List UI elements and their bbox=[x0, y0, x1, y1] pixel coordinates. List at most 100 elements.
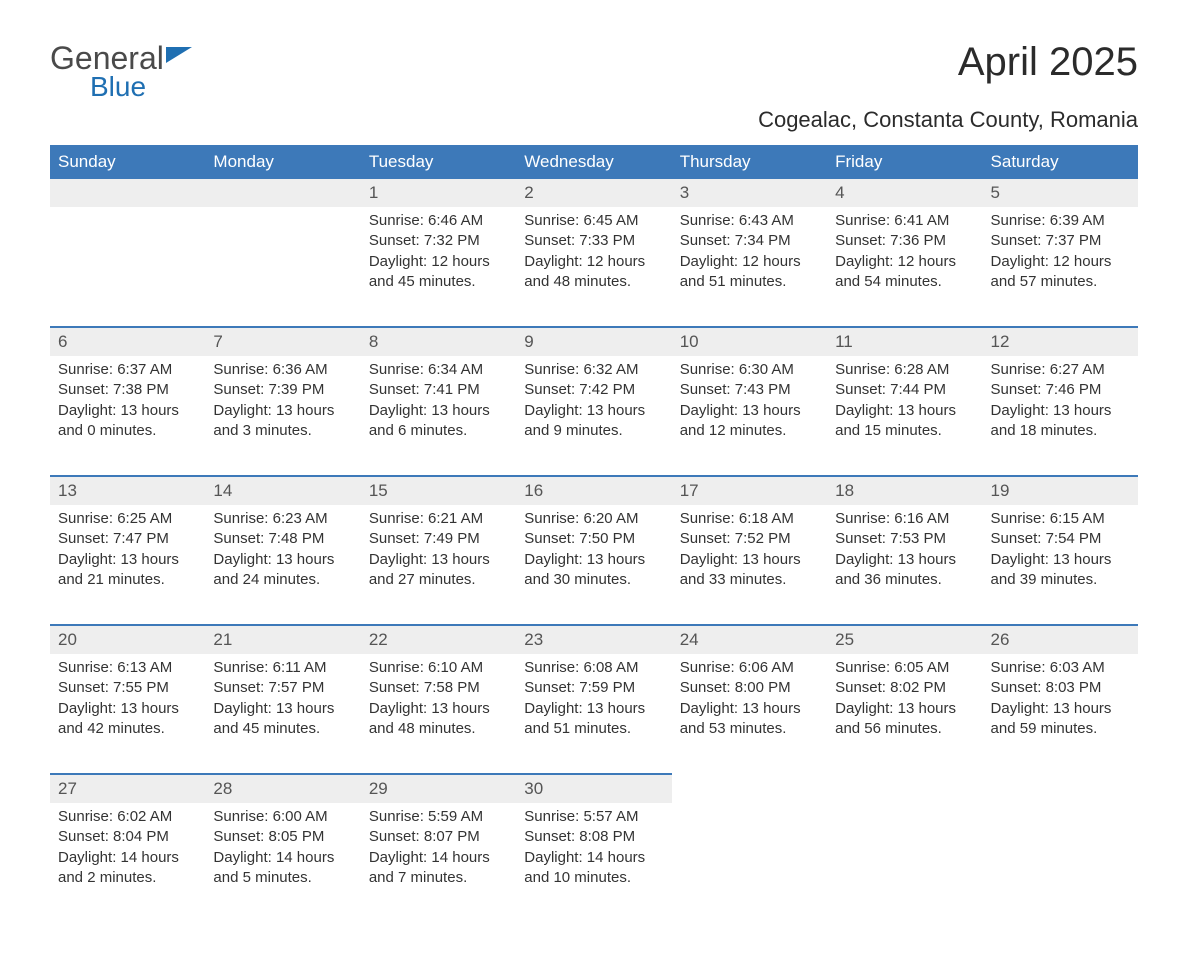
sunrise-text: Sunrise: 6:18 AM bbox=[680, 509, 819, 529]
day-number-cell: 28 bbox=[205, 774, 360, 803]
weekday-header: Sunday bbox=[50, 145, 205, 179]
weekday-header-row: Sunday Monday Tuesday Wednesday Thursday… bbox=[50, 145, 1138, 179]
sunrise-text: Sunrise: 6:37 AM bbox=[58, 360, 197, 380]
day-number: 20 bbox=[58, 630, 77, 649]
day-body-cell: Sunrise: 6:21 AMSunset: 7:49 PMDaylight:… bbox=[361, 505, 516, 625]
day-number-cell: 16 bbox=[516, 476, 671, 505]
daylight-text: Daylight: 13 hours bbox=[213, 699, 352, 719]
day-body-cell: Sunrise: 6:03 AMSunset: 8:03 PMDaylight:… bbox=[983, 654, 1138, 774]
daylight-text: and 45 minutes. bbox=[369, 272, 508, 292]
sunset-text: Sunset: 7:55 PM bbox=[58, 678, 197, 698]
daylight-text: and 7 minutes. bbox=[369, 868, 508, 888]
sunset-text: Sunset: 8:03 PM bbox=[991, 678, 1130, 698]
day-number: 12 bbox=[991, 332, 1010, 351]
day-body-cell: Sunrise: 6:00 AMSunset: 8:05 PMDaylight:… bbox=[205, 803, 360, 922]
sunrise-text: Sunrise: 6:39 AM bbox=[991, 211, 1130, 231]
day-number: 14 bbox=[213, 481, 232, 500]
day-number-cell: 25 bbox=[827, 625, 982, 654]
daylight-text: Daylight: 12 hours bbox=[991, 252, 1130, 272]
day-number-cell: 20 bbox=[50, 625, 205, 654]
day-number-row: 27282930 bbox=[50, 774, 1138, 803]
sunrise-text: Sunrise: 6:41 AM bbox=[835, 211, 974, 231]
daylight-text: Daylight: 13 hours bbox=[991, 699, 1130, 719]
daylight-text: Daylight: 13 hours bbox=[680, 401, 819, 421]
sunset-text: Sunset: 8:02 PM bbox=[835, 678, 974, 698]
day-number: 26 bbox=[991, 630, 1010, 649]
daylight-text: Daylight: 13 hours bbox=[524, 401, 663, 421]
day-body-cell: Sunrise: 6:30 AMSunset: 7:43 PMDaylight:… bbox=[672, 356, 827, 476]
day-number-cell: 2 bbox=[516, 179, 671, 207]
daylight-text: and 59 minutes. bbox=[991, 719, 1130, 739]
sunset-text: Sunset: 7:53 PM bbox=[835, 529, 974, 549]
day-number-cell: 21 bbox=[205, 625, 360, 654]
sunrise-text: Sunrise: 6:13 AM bbox=[58, 658, 197, 678]
weekday-header: Wednesday bbox=[516, 145, 671, 179]
day-number: 17 bbox=[680, 481, 699, 500]
daylight-text: and 51 minutes. bbox=[680, 272, 819, 292]
sunrise-text: Sunrise: 6:36 AM bbox=[213, 360, 352, 380]
daylight-text: Daylight: 13 hours bbox=[213, 550, 352, 570]
sunset-text: Sunset: 7:50 PM bbox=[524, 529, 663, 549]
sunset-text: Sunset: 7:49 PM bbox=[369, 529, 508, 549]
daylight-text: and 54 minutes. bbox=[835, 272, 974, 292]
day-number-cell: 19 bbox=[983, 476, 1138, 505]
sunrise-text: Sunrise: 6:15 AM bbox=[991, 509, 1130, 529]
sunrise-text: Sunrise: 6:46 AM bbox=[369, 211, 508, 231]
day-body-cell: Sunrise: 6:25 AMSunset: 7:47 PMDaylight:… bbox=[50, 505, 205, 625]
sunrise-text: Sunrise: 6:27 AM bbox=[991, 360, 1130, 380]
calendar-table: Sunday Monday Tuesday Wednesday Thursday… bbox=[50, 145, 1138, 922]
day-body-cell: Sunrise: 6:46 AMSunset: 7:32 PMDaylight:… bbox=[361, 207, 516, 327]
daylight-text: and 10 minutes. bbox=[524, 868, 663, 888]
day-number-cell: 8 bbox=[361, 327, 516, 356]
daylight-text: Daylight: 12 hours bbox=[680, 252, 819, 272]
day-number-cell bbox=[50, 179, 205, 207]
day-number: 19 bbox=[991, 481, 1010, 500]
day-number-cell: 24 bbox=[672, 625, 827, 654]
day-body-cell: Sunrise: 6:11 AMSunset: 7:57 PMDaylight:… bbox=[205, 654, 360, 774]
day-body-cell: Sunrise: 6:43 AMSunset: 7:34 PMDaylight:… bbox=[672, 207, 827, 327]
day-body-cell: Sunrise: 6:18 AMSunset: 7:52 PMDaylight:… bbox=[672, 505, 827, 625]
sunset-text: Sunset: 7:47 PM bbox=[58, 529, 197, 549]
daylight-text: and 15 minutes. bbox=[835, 421, 974, 441]
day-body-cell: Sunrise: 6:05 AMSunset: 8:02 PMDaylight:… bbox=[827, 654, 982, 774]
weekday-header: Friday bbox=[827, 145, 982, 179]
weekday-header: Saturday bbox=[983, 145, 1138, 179]
day-number: 11 bbox=[835, 332, 853, 351]
sunset-text: Sunset: 7:59 PM bbox=[524, 678, 663, 698]
day-number: 13 bbox=[58, 481, 77, 500]
sunset-text: Sunset: 7:58 PM bbox=[369, 678, 508, 698]
day-number: 9 bbox=[524, 332, 533, 351]
daylight-text: and 51 minutes. bbox=[524, 719, 663, 739]
day-number-cell: 4 bbox=[827, 179, 982, 207]
day-number-cell: 23 bbox=[516, 625, 671, 654]
daylight-text: Daylight: 13 hours bbox=[835, 699, 974, 719]
daylight-text: Daylight: 13 hours bbox=[58, 401, 197, 421]
sunset-text: Sunset: 7:57 PM bbox=[213, 678, 352, 698]
daylight-text: Daylight: 13 hours bbox=[213, 401, 352, 421]
day-number-cell: 30 bbox=[516, 774, 671, 803]
sunrise-text: Sunrise: 6:30 AM bbox=[680, 360, 819, 380]
day-body-cell bbox=[50, 207, 205, 327]
daylight-text: Daylight: 13 hours bbox=[835, 550, 974, 570]
day-number: 4 bbox=[835, 183, 844, 202]
day-number-cell bbox=[983, 774, 1138, 803]
sunset-text: Sunset: 7:52 PM bbox=[680, 529, 819, 549]
daylight-text: and 27 minutes. bbox=[369, 570, 508, 590]
day-body-cell: Sunrise: 6:23 AMSunset: 7:48 PMDaylight:… bbox=[205, 505, 360, 625]
daylight-text: and 39 minutes. bbox=[991, 570, 1130, 590]
sunrise-text: Sunrise: 6:03 AM bbox=[991, 658, 1130, 678]
sunset-text: Sunset: 7:54 PM bbox=[991, 529, 1130, 549]
sunset-text: Sunset: 7:36 PM bbox=[835, 231, 974, 251]
sunset-text: Sunset: 7:43 PM bbox=[680, 380, 819, 400]
daylight-text: Daylight: 13 hours bbox=[369, 699, 508, 719]
day-number: 15 bbox=[369, 481, 388, 500]
day-number: 23 bbox=[524, 630, 543, 649]
daylight-text: Daylight: 13 hours bbox=[524, 699, 663, 719]
day-number-cell: 9 bbox=[516, 327, 671, 356]
sunset-text: Sunset: 8:04 PM bbox=[58, 827, 197, 847]
sunset-text: Sunset: 7:48 PM bbox=[213, 529, 352, 549]
daylight-text: Daylight: 13 hours bbox=[835, 401, 974, 421]
day-number-cell: 6 bbox=[50, 327, 205, 356]
sunrise-text: Sunrise: 6:45 AM bbox=[524, 211, 663, 231]
sunrise-text: Sunrise: 6:02 AM bbox=[58, 807, 197, 827]
